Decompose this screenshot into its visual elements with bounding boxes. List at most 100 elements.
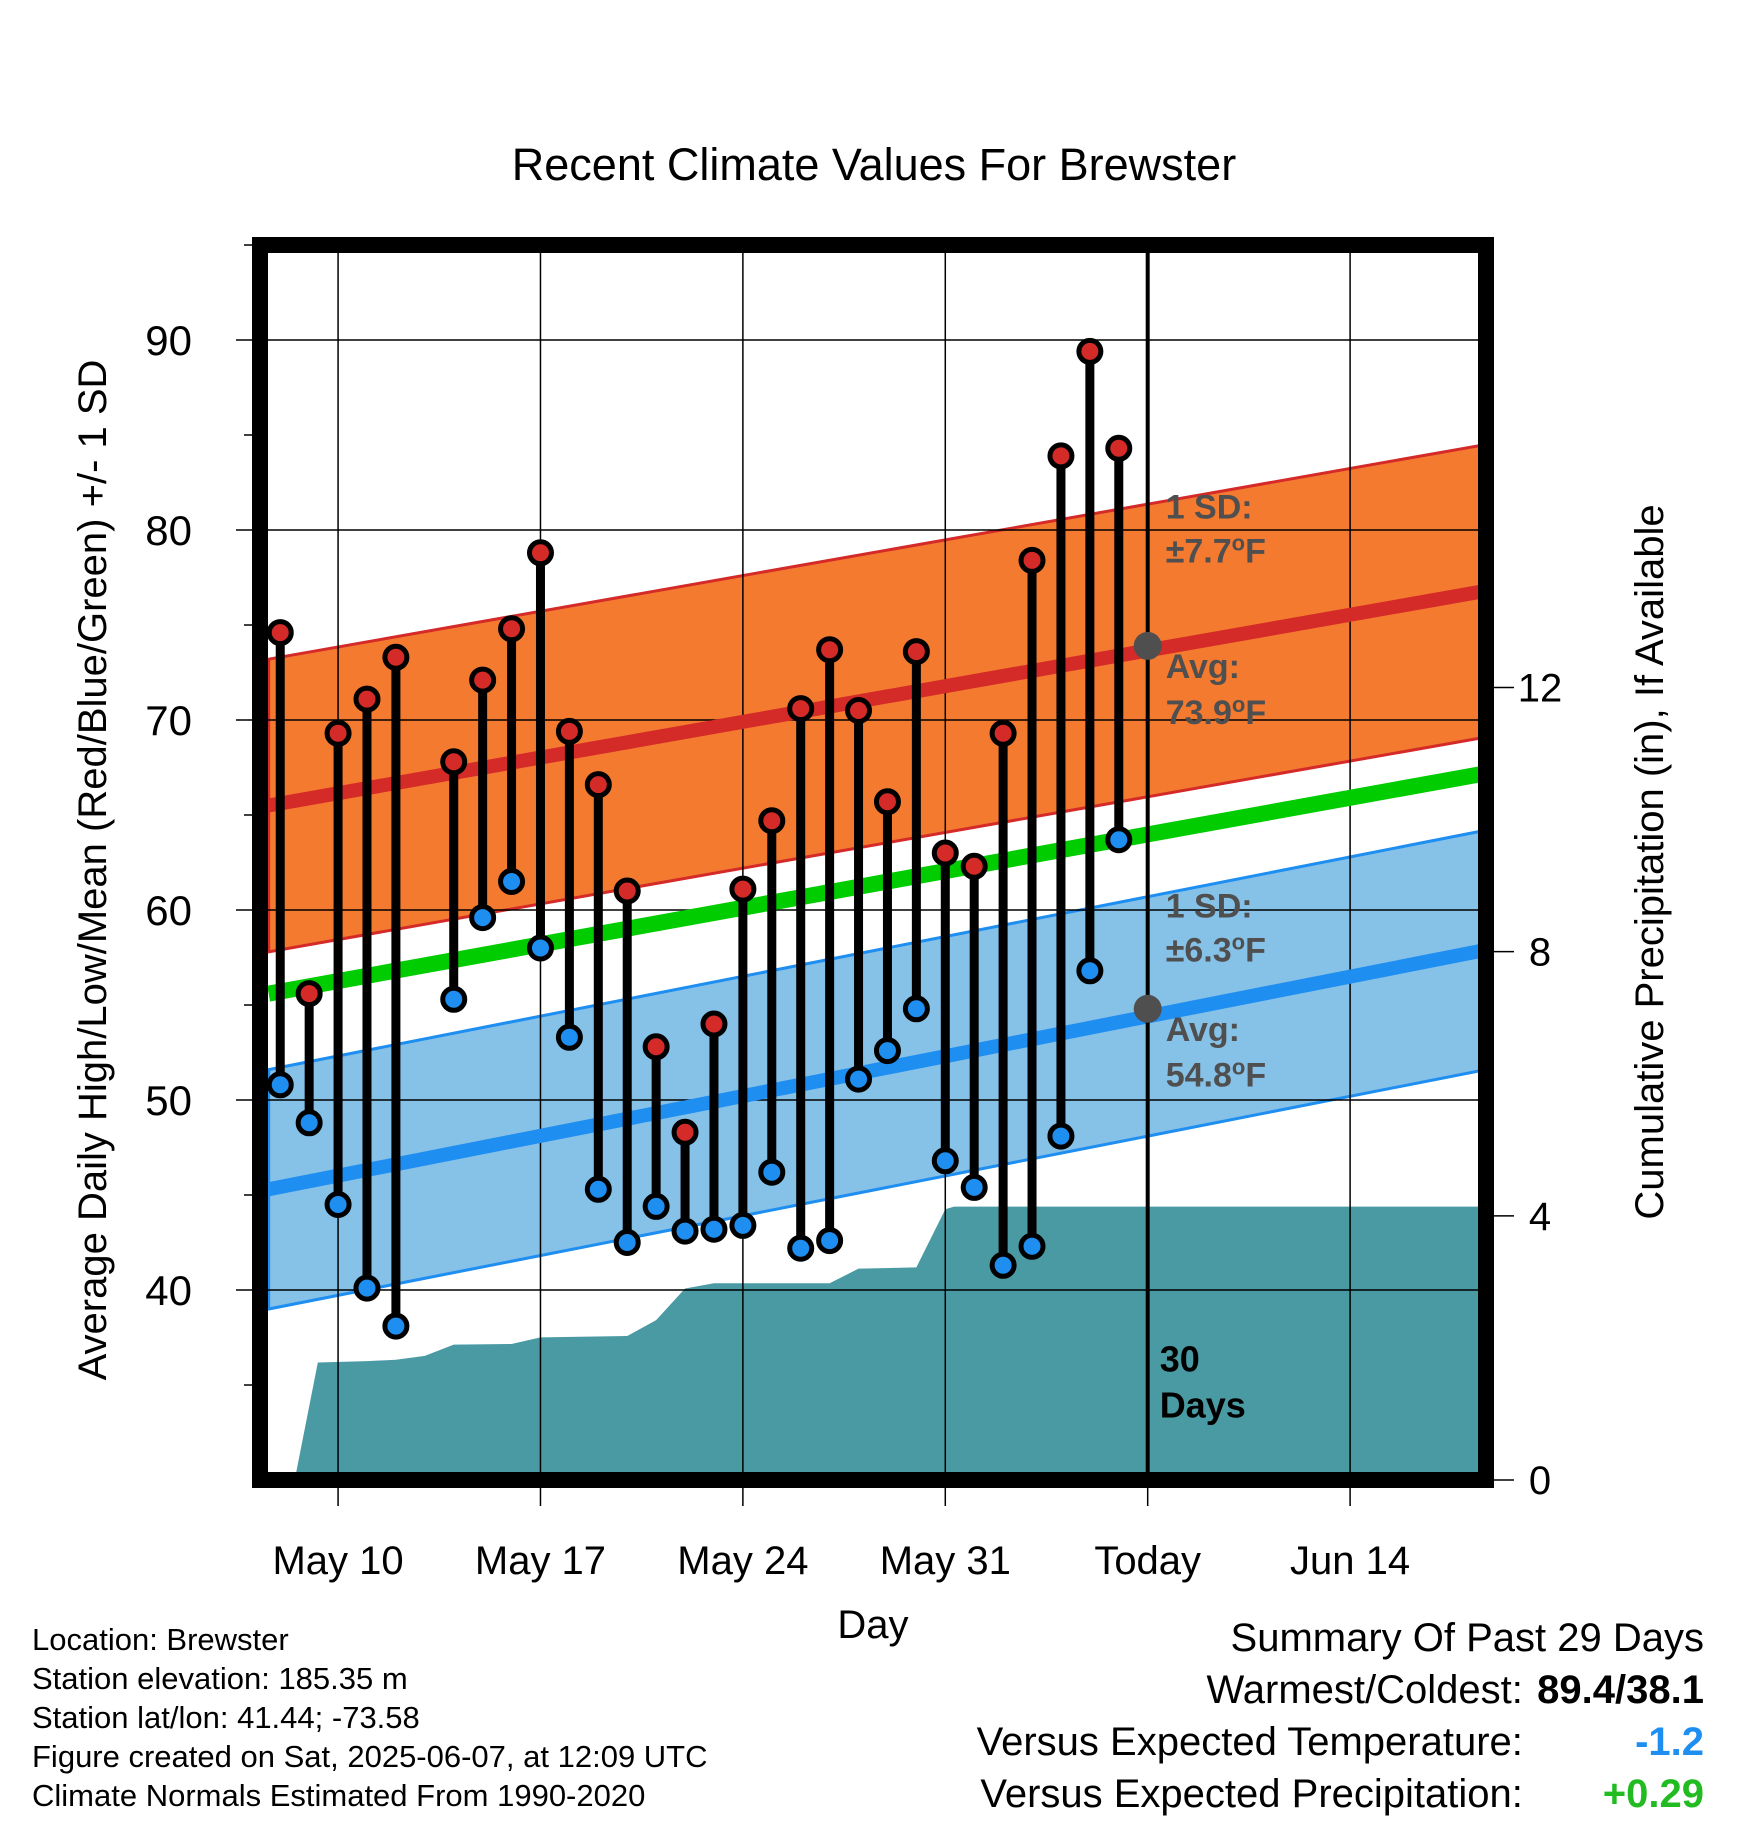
daily-low-point (526, 934, 554, 962)
x-tick-label: May 24 (677, 1539, 808, 1583)
daily-high-point (440, 748, 468, 776)
low-sd-label: 1 SD: (1166, 888, 1253, 926)
daily-low-point (931, 1147, 959, 1175)
warm-cold-value: 89.4/38.1 (1537, 1668, 1704, 1712)
daily-low-point (1076, 957, 1104, 985)
daily-high-point (1076, 337, 1104, 365)
daily-low-point (845, 1065, 873, 1093)
chart-title: Recent Climate Values For Brewster (512, 139, 1236, 190)
y-tick-label: 40 (145, 1267, 192, 1314)
normals-text: Climate Normals Estimated From 1990-2020 (32, 1778, 646, 1813)
daily-low-point (960, 1173, 988, 1201)
daily-high-point (353, 685, 381, 713)
x-tick-label: May 17 (475, 1539, 606, 1583)
daily-high-point (584, 771, 612, 799)
plot-frame (252, 237, 1494, 1488)
daily-high-point (1018, 546, 1046, 574)
daily-high-point (555, 717, 583, 745)
warm-cold-label: Warmest/Coldest: (1206, 1668, 1523, 1712)
daily-low-point (1105, 826, 1133, 854)
daily-low-point (324, 1191, 352, 1218)
daily-high-point (642, 1033, 670, 1061)
daily-high-point (989, 719, 1017, 747)
daily-low-point (989, 1251, 1017, 1279)
daily-high-point (845, 697, 873, 724)
normal-low-line (267, 943, 1486, 1197)
daily-low-point (613, 1229, 641, 1256)
y-tick-label: 70 (145, 697, 192, 744)
daily-high-point (613, 877, 641, 905)
daily-low-point (902, 995, 930, 1023)
high-sd-label: 1 SD: (1166, 489, 1253, 527)
high-avg-label: Avg: (1166, 648, 1240, 686)
daily-low-point (584, 1175, 612, 1203)
daily-low-point (758, 1158, 786, 1186)
summary-panel: Summary Of Past 29 Days Warmest/Coldest:… (977, 1612, 1704, 1820)
daily-high-point (960, 852, 988, 880)
daily-low-point (382, 1312, 410, 1340)
daily-high-point (787, 695, 815, 723)
daily-low-point (295, 1109, 323, 1137)
daily-low-point (469, 904, 497, 932)
high-sd-value: ±7.7oF (1166, 530, 1266, 570)
daily-high-point (324, 719, 352, 747)
y2-axis-title: Cumulative Precipitation (in), If Availa… (1628, 504, 1672, 1219)
precip-row: Versus Expected Precipitation: +0.29 (977, 1768, 1704, 1820)
precip-label: Versus Expected Precipitation: (980, 1772, 1523, 1816)
today-low-avg-marker (1133, 994, 1162, 1023)
daily-low-point (440, 985, 468, 1013)
station-info: Location: Brewster Station elevation: 18… (32, 1620, 708, 1815)
daily-high-point (526, 539, 554, 567)
y-axis-title: Average Daily High/Low/Mean (Red/Blue/Gr… (71, 360, 115, 1381)
summary-title: Summary Of Past 29 Days (1230, 1616, 1704, 1660)
normal-mean-line (267, 765, 1486, 1002)
created-text: Figure created on Sat, 2025-06-07, at 12… (32, 1739, 708, 1774)
daily-high-point (266, 619, 294, 647)
daily-high-point (700, 1010, 728, 1038)
elevation-text: Station elevation: 185.35 m (32, 1661, 408, 1696)
temp-row: Versus Expected Temperature: -1.2 (977, 1716, 1704, 1768)
daily-high-point (1047, 442, 1075, 470)
daily-high-point (295, 980, 323, 1008)
x-axis-title: Day (837, 1603, 908, 1647)
daily-low-point (498, 868, 526, 895)
latlon-text: Station lat/lon: 41.44; -73.58 (32, 1700, 420, 1735)
daily-low-point (816, 1227, 844, 1255)
normal-high-line (267, 583, 1486, 813)
y-tick-label: 90 (145, 317, 192, 364)
daily-high-point (873, 788, 901, 816)
daily-high-point (931, 839, 959, 867)
high-avg-value: 73.9oF (1166, 692, 1266, 732)
low-avg-label: Avg: (1166, 1011, 1240, 1049)
x-tick-label: Today (1094, 1539, 1201, 1583)
low-sd-value: ±6.3oF (1166, 929, 1266, 969)
y-tick-label: 50 (145, 1077, 192, 1124)
days-count: 30 (1160, 1339, 1200, 1380)
x-tick-label: May 31 (880, 1539, 1011, 1583)
warm-cold-row: Warmest/Coldest: 89.4/38.1 (977, 1664, 1705, 1716)
daily-low-point (642, 1192, 670, 1220)
daily-low-point (873, 1037, 901, 1065)
daily-low-point (1018, 1232, 1046, 1260)
precip-value: +0.29 (1602, 1772, 1704, 1816)
daily-high-point (1105, 434, 1133, 462)
daily-low-point (555, 1023, 583, 1051)
daily-high-point (671, 1118, 699, 1146)
daily-low-point (729, 1211, 757, 1239)
y2-tick-label: 4 (1529, 1195, 1551, 1239)
location-text: Location: Brewster (32, 1622, 289, 1657)
daily-high-point (469, 666, 497, 694)
daily-high-point (758, 807, 786, 835)
daily-high-point (816, 636, 844, 664)
daily-high-point (902, 638, 930, 666)
daily-low-point (353, 1274, 381, 1302)
daily-low-point (671, 1217, 699, 1245)
y2-tick-label: 8 (1529, 931, 1551, 975)
temp-value: -1.2 (1635, 1720, 1704, 1764)
y-tick-label: 60 (145, 887, 192, 934)
daily-low-point (1047, 1122, 1075, 1150)
today-high-avg-marker (1133, 631, 1162, 660)
x-tick-label: May 10 (272, 1539, 403, 1583)
